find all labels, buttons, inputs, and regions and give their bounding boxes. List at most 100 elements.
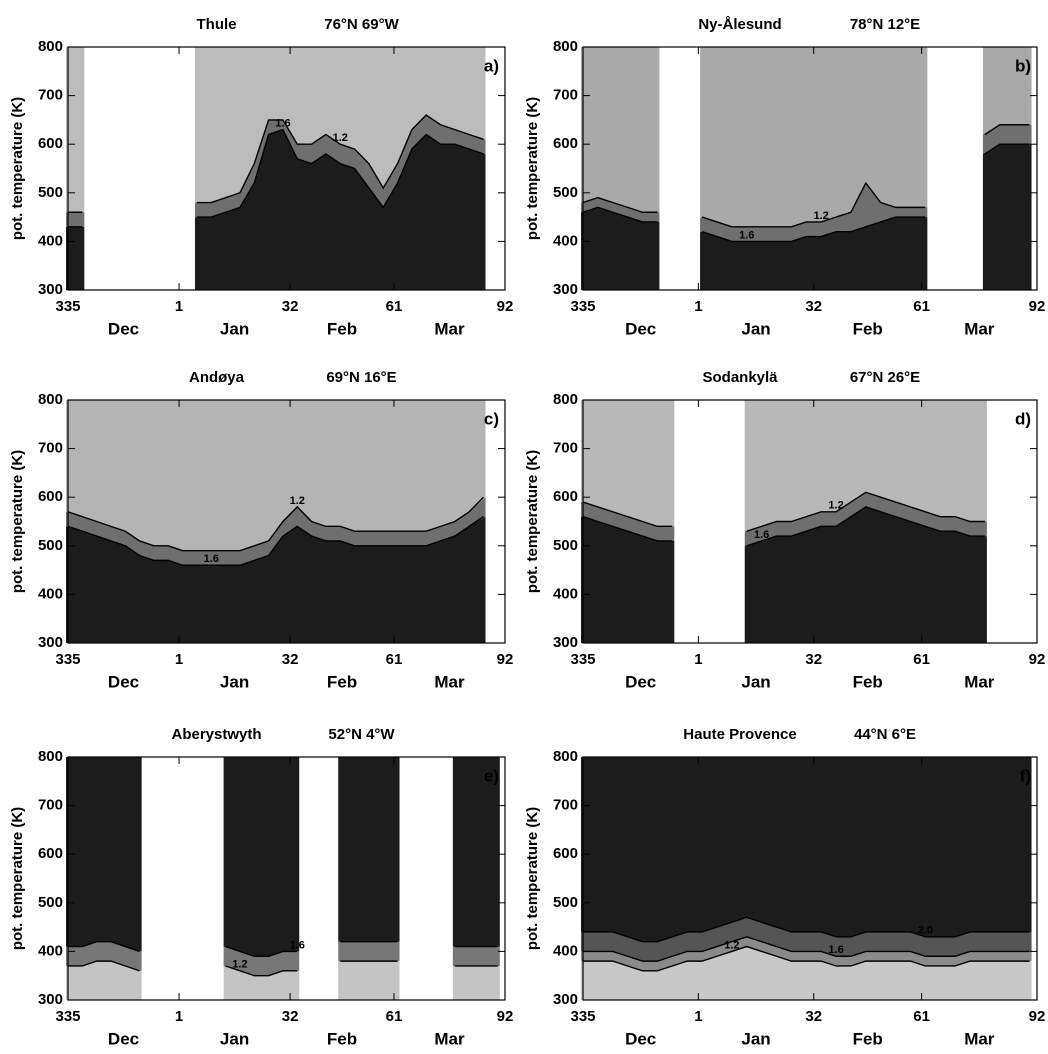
month-label: Dec — [625, 672, 656, 691]
contour-band — [194, 129, 486, 290]
contour-band — [66, 757, 142, 952]
plot-frame — [582, 399, 1038, 644]
panel-subtitle: 52°N 4°W — [328, 726, 395, 743]
month-label: Dec — [108, 319, 139, 338]
x-tick-label: 1 — [694, 651, 702, 668]
x-tick-label: 61 — [386, 651, 403, 668]
y-tick-label: 400 — [553, 585, 578, 602]
contour-band — [581, 516, 675, 643]
y-tick-label: 400 — [38, 942, 63, 959]
x-tick-label: 92 — [1029, 1008, 1046, 1025]
contour-band — [66, 47, 85, 213]
month-label: Mar — [434, 1029, 465, 1048]
contour-label: 1.6 — [828, 944, 843, 956]
x-tick-label: 92 — [497, 298, 514, 315]
contour-line — [67, 496, 485, 552]
x-tick-label: 92 — [1029, 651, 1046, 668]
month-label: Dec — [625, 1029, 656, 1048]
month-label: Mar — [964, 1029, 995, 1048]
contour-label: 1.6 — [204, 553, 219, 565]
panel-label: f) — [1020, 766, 1031, 785]
contour-band — [452, 757, 500, 947]
contour-label: 1.2 — [814, 210, 829, 222]
contour-band — [66, 226, 85, 290]
x-tick-label: 335 — [570, 651, 595, 668]
x-tick-label: 335 — [55, 298, 80, 315]
y-tick-label: 400 — [553, 942, 578, 959]
y-tick-label: 300 — [553, 634, 578, 651]
y-tick-label: 800 — [38, 748, 63, 765]
x-tick-label: 1 — [694, 1008, 702, 1025]
contour-band — [744, 492, 987, 546]
x-tick-label: 92 — [497, 651, 514, 668]
contour-line — [582, 506, 985, 547]
x-tick-label: 1 — [175, 651, 183, 668]
x-tick-label: 92 — [1029, 298, 1046, 315]
contour-band — [338, 941, 400, 962]
y-tick-label: 800 — [38, 38, 63, 55]
contour-band — [581, 197, 660, 222]
y-tick-label: 700 — [38, 87, 63, 104]
month-label: Jan — [741, 672, 770, 691]
contour-band — [66, 497, 486, 566]
y-tick-label: 400 — [38, 232, 63, 249]
y-tick-label: 600 — [553, 845, 578, 862]
x-tick-label: 92 — [497, 1008, 514, 1025]
y-tick-label: 300 — [38, 991, 63, 1008]
contour-label: 1.6 — [754, 529, 769, 541]
contour-band — [581, 757, 1032, 942]
panel-title: Thule — [197, 16, 237, 33]
x-tick-label: 61 — [386, 298, 403, 315]
month-label: Jan — [741, 319, 770, 338]
contour-line — [582, 491, 985, 532]
y-tick-label: 500 — [38, 894, 63, 911]
contour-line — [582, 124, 1030, 228]
contour-band — [338, 757, 400, 942]
month-label: Mar — [964, 319, 995, 338]
contour-band — [982, 47, 1032, 135]
contour-band — [66, 516, 486, 643]
contour-band — [744, 400, 987, 532]
x-tick-label: 32 — [282, 651, 299, 668]
month-label: Feb — [853, 1029, 883, 1048]
y-tick-label: 500 — [38, 537, 63, 554]
month-label: Mar — [434, 672, 465, 691]
month-label: Jan — [220, 672, 249, 691]
contour-band — [581, 400, 675, 527]
panel-subtitle: 69°N 16°E — [326, 369, 396, 386]
month-label: Feb — [327, 1029, 357, 1048]
y-tick-label: 700 — [38, 797, 63, 814]
y-tick-label: 300 — [38, 281, 63, 298]
y-tick-label: 500 — [553, 894, 578, 911]
y-tick-label: 800 — [38, 391, 63, 408]
month-label: Jan — [741, 1029, 770, 1048]
x-tick-label: 1 — [175, 1008, 183, 1025]
plot-frame — [67, 756, 506, 1001]
x-tick-label: 32 — [805, 651, 822, 668]
month-label: Feb — [853, 672, 883, 691]
contour-line — [583, 936, 1030, 962]
contour-label: 2.0 — [918, 925, 933, 937]
contour-band — [223, 946, 300, 976]
y-tick-label: 600 — [38, 488, 63, 505]
contour-line — [68, 960, 498, 977]
contour-band — [66, 961, 142, 1000]
panel-subtitle: 44°N 6°E — [854, 726, 916, 743]
panel-label: b) — [1015, 56, 1031, 75]
panel-label: d) — [1015, 409, 1031, 428]
panel-subtitle: 76°N 69°W — [324, 16, 399, 33]
y-tick-label: 400 — [38, 585, 63, 602]
y-tick-label: 500 — [553, 537, 578, 554]
y-axis-label: pot. temperature (K) — [9, 450, 26, 593]
x-tick-label: 335 — [570, 298, 595, 315]
contour-band — [581, 207, 660, 290]
x-tick-label: 32 — [282, 298, 299, 315]
contour-label: 1.2 — [333, 132, 348, 144]
y-axis-label: pot. temperature (K) — [9, 807, 26, 950]
x-tick-label: 61 — [913, 298, 930, 315]
contour-band — [66, 212, 85, 227]
x-tick-label: 61 — [913, 1008, 930, 1025]
y-axis-label: pot. temperature (K) — [9, 97, 26, 240]
panel-title: Haute Provence — [683, 726, 796, 743]
